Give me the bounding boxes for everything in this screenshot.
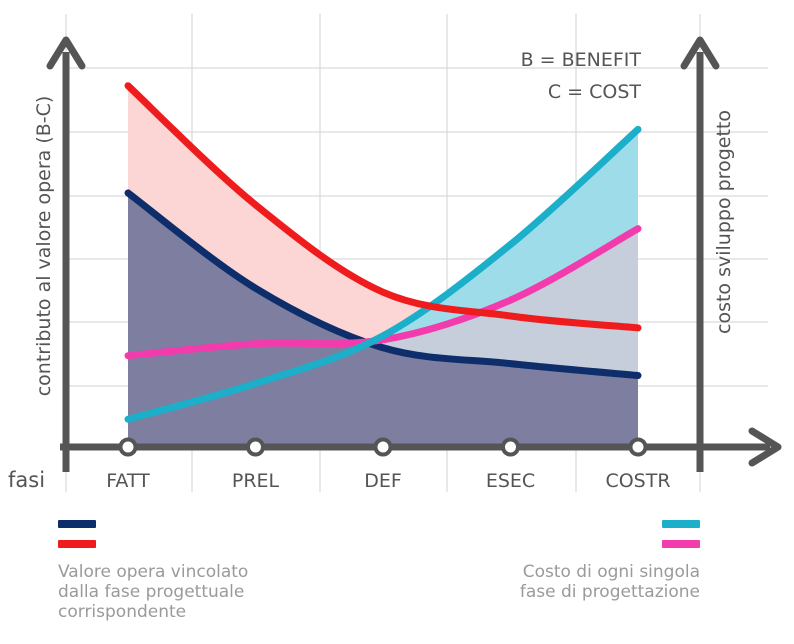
series-line-red <box>124 82 642 332</box>
legend-right-line: fase di progettazione <box>519 582 700 602</box>
x-axis-arrow <box>748 427 782 467</box>
legend-swatch-red <box>58 540 96 548</box>
x-tick-marker <box>118 437 138 457</box>
axes <box>46 36 782 472</box>
y-axis-left-arrow <box>46 36 86 70</box>
legend-left-line: Valore opera vincolato <box>58 562 249 582</box>
series-line-cyan <box>124 125 642 423</box>
x-tick-label: FATT <box>106 470 150 492</box>
y-axis-right-arrow <box>680 36 720 70</box>
series-line-navy <box>124 189 642 380</box>
x-tick-label: PREL <box>232 470 280 492</box>
legend-swatch-magenta <box>662 540 700 548</box>
x-tick-marker <box>628 437 648 457</box>
legend-swatch-cyan <box>662 520 700 528</box>
x-axis-title: fasi <box>8 468 45 492</box>
x-tick-label: ESEC <box>486 470 535 492</box>
x-tick-marker <box>373 437 393 457</box>
y-axis-right-title: costo sviluppo progetto <box>713 110 735 334</box>
series-line-magenta <box>124 225 642 360</box>
y-axis-left-title: contributo al valore opera (B-C) <box>33 96 55 397</box>
x-tick-label: DEF <box>364 470 402 492</box>
legend-left-line: dalla fase progettuale <box>58 582 245 602</box>
legend-right-line: Costo di ogni singola <box>522 562 700 582</box>
annotation-benefit: B = BENEFIT <box>521 49 642 71</box>
areas <box>128 85 638 447</box>
legend-right-text: Costo di ogni singola fase di progettazi… <box>520 562 700 602</box>
legend-left-line: corrispondente <box>58 602 187 622</box>
x-ticks: FATT PREL DEF ESEC COSTR <box>106 437 671 492</box>
x-tick-marker <box>501 437 520 457</box>
x-tick-marker <box>246 437 265 457</box>
legend-swatch-navy <box>58 520 96 528</box>
series-lines <box>124 82 642 423</box>
annotation-cost: C = COST <box>548 81 642 103</box>
legend-left-text: Valore opera vincolato dalla fase proget… <box>58 562 248 622</box>
x-tick-label: COSTR <box>605 470 670 492</box>
